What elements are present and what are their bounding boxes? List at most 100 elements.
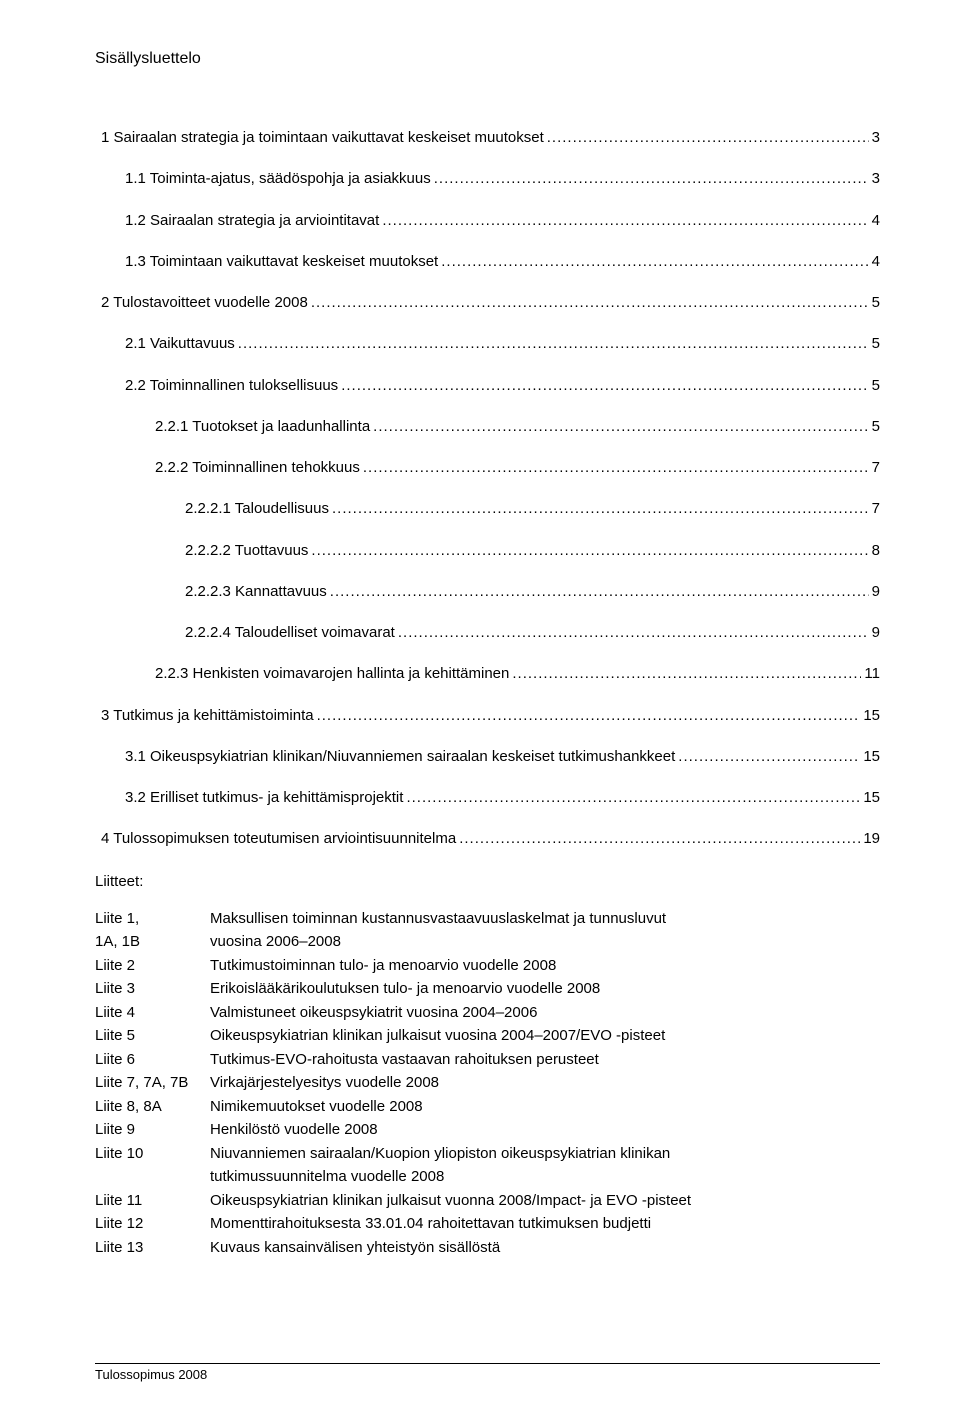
attachment-value: Momenttirahoituksesta 33.01.04 rahoitett… bbox=[210, 1213, 880, 1236]
toc-page: 11 bbox=[864, 662, 880, 685]
toc-row: 2.1 Vaikuttavuus5 bbox=[125, 332, 880, 355]
toc-page: 9 bbox=[872, 580, 880, 603]
toc-row: 3 Tutkimus ja kehittämistoiminta 15 bbox=[101, 704, 880, 727]
toc-page: 15 bbox=[863, 786, 880, 809]
toc-row: 2.2.2.4 Taloudelliset voimavarat 9 bbox=[185, 621, 880, 644]
attachment-key: Liite 11 bbox=[95, 1190, 210, 1213]
footer: Tulossopimus 2008 bbox=[95, 1363, 880, 1382]
toc-leader-dots bbox=[459, 827, 860, 850]
attachment-key: Liite 8, 8A bbox=[95, 1096, 210, 1119]
toc-page: 4 bbox=[872, 209, 880, 232]
attachment-key: Liite 6 bbox=[95, 1049, 210, 1072]
attachment-value: Valmistuneet oikeuspsykiatrit vuosina 20… bbox=[210, 1002, 880, 1025]
attachment-key: Liite 10 bbox=[95, 1143, 210, 1166]
toc-label: 1.1 Toiminta-ajatus, säädöspohja ja asia… bbox=[125, 167, 431, 190]
toc-page: 3 bbox=[872, 126, 880, 149]
attachment-value: Henkilöstö vuodelle 2008 bbox=[210, 1119, 880, 1142]
toc-leader-dots bbox=[330, 580, 869, 603]
toc-page: 5 bbox=[872, 374, 880, 397]
toc-label: 3.2 Erilliset tutkimus- ja kehittämispro… bbox=[125, 786, 403, 809]
toc-leader-dots bbox=[341, 374, 868, 397]
toc-leader-dots bbox=[406, 786, 860, 809]
toc-label: 2.1 Vaikuttavuus bbox=[125, 332, 235, 355]
toc-label: 3 Tutkimus ja kehittämistoiminta bbox=[101, 704, 314, 727]
attachments-heading: Liitteet: bbox=[95, 873, 880, 890]
attachment-key bbox=[95, 1166, 210, 1189]
attachment-value: Tutkimus-EVO-rahoitusta vastaavan rahoit… bbox=[210, 1049, 880, 1072]
toc-leader-dots bbox=[441, 250, 868, 273]
toc-page: 15 bbox=[863, 745, 880, 768]
toc-leader-dots bbox=[363, 456, 869, 479]
toc-label: 2.2.2.2 Tuottavuus bbox=[185, 539, 308, 562]
toc-page: 7 bbox=[872, 497, 880, 520]
attachment-row: Liite 10Niuvanniemen sairaalan/Kuopion y… bbox=[95, 1143, 880, 1166]
toc-label: 2.2.2.4 Taloudelliset voimavarat bbox=[185, 621, 395, 644]
footer-text: Tulossopimus 2008 bbox=[95, 1367, 207, 1382]
attachment-key: Liite 5 bbox=[95, 1025, 210, 1048]
toc-leader-dots bbox=[434, 167, 869, 190]
attachment-key: Liite 1, bbox=[95, 908, 210, 931]
attachment-key: Liite 4 bbox=[95, 1002, 210, 1025]
attachment-row: Liite 4Valmistuneet oikeuspsykiatrit vuo… bbox=[95, 1002, 880, 1025]
toc-label: 2.2.2.1 Taloudellisuus bbox=[185, 497, 329, 520]
attachment-value: Virkajärjestelyesitys vuodelle 2008 bbox=[210, 1072, 880, 1095]
attachment-row: 1A, 1Bvuosina 2006–2008 bbox=[95, 931, 880, 954]
toc-row: 2.2.1 Tuotokset ja laadunhallinta 5 bbox=[155, 415, 880, 438]
attachment-value: Oikeuspsykiatrian klinikan julkaisut vuo… bbox=[210, 1190, 880, 1213]
attachment-value: Niuvanniemen sairaalan/Kuopion yliopisto… bbox=[210, 1143, 880, 1166]
toc-page: 19 bbox=[863, 827, 880, 850]
toc-leader-dots bbox=[311, 539, 868, 562]
attachment-row: Liite 3Erikoislääkärikoulutuksen tulo- j… bbox=[95, 978, 880, 1001]
attachment-row: Liite 8, 8ANimikemuutokset vuodelle 2008 bbox=[95, 1096, 880, 1119]
toc-row: 2 Tulostavoitteet vuodelle 20085 bbox=[101, 291, 880, 314]
toc-leader-dots bbox=[382, 209, 868, 232]
attachment-row: Liite 9Henkilöstö vuodelle 2008 bbox=[95, 1119, 880, 1142]
attachments-list: Liite 1,Maksullisen toiminnan kustannusv… bbox=[95, 908, 880, 1260]
table-of-contents: 1 Sairaalan strategia ja toimintaan vaik… bbox=[95, 126, 880, 851]
toc-row: 1 Sairaalan strategia ja toimintaan vaik… bbox=[101, 126, 880, 149]
attachment-row: tutkimussuunnitelma vuodelle 2008 bbox=[95, 1166, 880, 1189]
attachment-value: Tutkimustoiminnan tulo- ja menoarvio vuo… bbox=[210, 955, 880, 978]
toc-label: 1.2 Sairaalan strategia ja arviointitava… bbox=[125, 209, 379, 232]
attachment-row: Liite 11Oikeuspsykiatrian klinikan julka… bbox=[95, 1190, 880, 1213]
toc-label: 2.2.2.3 Kannattavuus bbox=[185, 580, 327, 603]
toc-label: 2.2.1 Tuotokset ja laadunhallinta bbox=[155, 415, 370, 438]
attachment-row: Liite 12Momenttirahoituksesta 33.01.04 r… bbox=[95, 1213, 880, 1236]
toc-leader-dots bbox=[332, 497, 869, 520]
attachment-key: Liite 7, 7A, 7B bbox=[95, 1072, 210, 1095]
toc-leader-dots bbox=[373, 415, 869, 438]
toc-row: 2.2 Toiminnallinen tuloksellisuus 5 bbox=[125, 374, 880, 397]
toc-page: 15 bbox=[863, 704, 880, 727]
toc-page: 4 bbox=[872, 250, 880, 273]
attachment-value: Erikoislääkärikoulutuksen tulo- ja menoa… bbox=[210, 978, 880, 1001]
toc-label: 3.1 Oikeuspsykiatrian klinikan/Niuvannie… bbox=[125, 745, 675, 768]
attachment-key: Liite 12 bbox=[95, 1213, 210, 1236]
attachment-value: Kuvaus kansainvälisen yhteistyön sisällö… bbox=[210, 1237, 880, 1260]
toc-page: 5 bbox=[872, 415, 880, 438]
attachment-key: Liite 2 bbox=[95, 955, 210, 978]
toc-row: 2.2.2.3 Kannattavuus 9 bbox=[185, 580, 880, 603]
attachment-value: Nimikemuutokset vuodelle 2008 bbox=[210, 1096, 880, 1119]
toc-label: 1.3 Toimintaan vaikuttavat keskeiset muu… bbox=[125, 250, 438, 273]
toc-leader-dots bbox=[512, 662, 861, 685]
toc-label: 2.2 Toiminnallinen tuloksellisuus bbox=[125, 374, 338, 397]
toc-row: 2.2.2 Toiminnallinen tehokkuus7 bbox=[155, 456, 880, 479]
toc-leader-dots bbox=[317, 704, 861, 727]
toc-leader-dots bbox=[311, 291, 869, 314]
toc-row: 1.3 Toimintaan vaikuttavat keskeiset muu… bbox=[125, 250, 880, 273]
toc-row: 3.1 Oikeuspsykiatrian klinikan/Niuvannie… bbox=[125, 745, 880, 768]
toc-leader-dots bbox=[678, 745, 860, 768]
toc-label: 1 Sairaalan strategia ja toimintaan vaik… bbox=[101, 126, 544, 149]
toc-page: 5 bbox=[872, 291, 880, 314]
toc-label: 2.2.3 Henkisten voimavarojen hallinta ja… bbox=[155, 662, 509, 685]
attachment-row: Liite 13Kuvaus kansainvälisen yhteistyön… bbox=[95, 1237, 880, 1260]
toc-row: 1.2 Sairaalan strategia ja arviointitava… bbox=[125, 209, 880, 232]
attachment-value: Oikeuspsykiatrian klinikan julkaisut vuo… bbox=[210, 1025, 880, 1048]
toc-label: 2.2.2 Toiminnallinen tehokkuus bbox=[155, 456, 360, 479]
attachment-key: Liite 13 bbox=[95, 1237, 210, 1260]
toc-page: 3 bbox=[872, 167, 880, 190]
attachment-row: Liite 2Tutkimustoiminnan tulo- ja menoar… bbox=[95, 955, 880, 978]
attachment-value: vuosina 2006–2008 bbox=[210, 931, 880, 954]
toc-page: 9 bbox=[872, 621, 880, 644]
page-title: Sisällysluettelo bbox=[95, 50, 880, 68]
